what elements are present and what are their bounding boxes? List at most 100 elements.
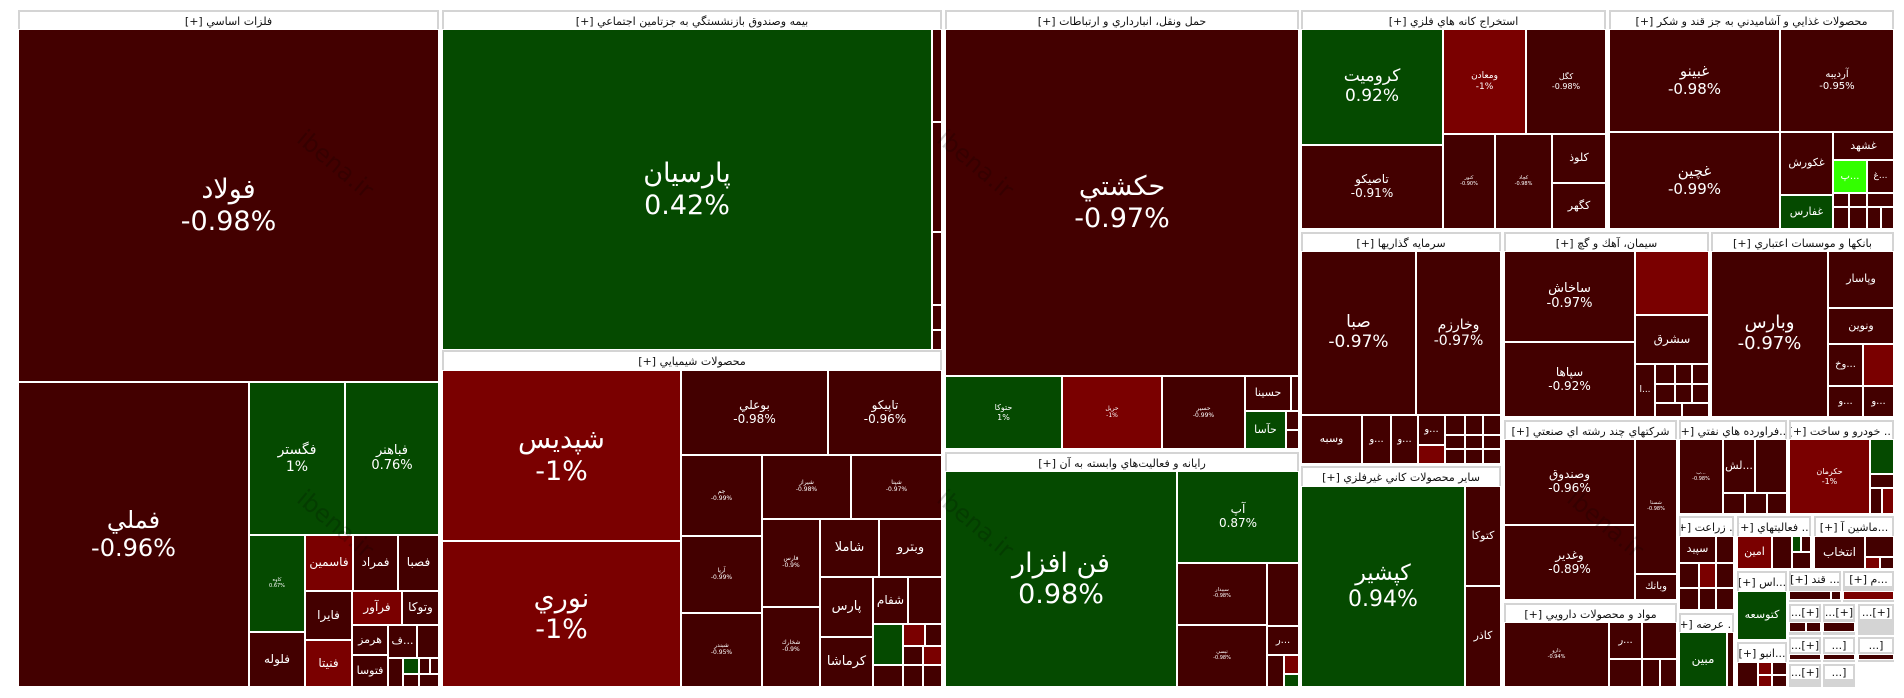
stock-tile-small[interactable] (1609, 659, 1642, 687)
stock-tile-small[interactable] (1465, 435, 1483, 449)
sector-title[interactable]: [... (1825, 639, 1853, 652)
stock-tile[interactable]: مبين (1679, 632, 1727, 687)
stock-tile[interactable]: حكشتي -0.97% (945, 29, 1299, 376)
stock-tile-small[interactable] (1843, 591, 1894, 600)
sector-title[interactable]: [+]... (1791, 666, 1819, 679)
stock-tile[interactable]: ...وخ (1828, 344, 1863, 386)
stock-tile[interactable]: سپيدار -0.98% (1177, 563, 1267, 625)
sector-title[interactable]: بيمه وصندوق بازنشستگي به جزتامين اجتماعي… (444, 12, 940, 30)
stock-tile-small[interactable] (1745, 493, 1767, 514)
stock-tile-small[interactable] (1789, 654, 1821, 660)
stock-tile-small[interactable] (932, 305, 942, 330)
stock-tile[interactable]: ساخاش -0.97% (1504, 251, 1635, 342)
stock-tile[interactable]: ومعادن -1% (1443, 29, 1526, 134)
stock-tile-small[interactable] (1465, 415, 1483, 435)
stock-tile-small[interactable] (1642, 622, 1677, 659)
stock-tile[interactable]: كپشير 0.94% (1301, 486, 1465, 687)
stock-tile[interactable]: فايرا (305, 591, 352, 640)
stock-tile-small[interactable] (1870, 488, 1882, 514)
stock-tile-small[interactable] (1483, 415, 1501, 435)
stock-tile[interactable]: آرديبه -0.95% (1780, 29, 1894, 132)
stock-tile-small[interactable] (1445, 415, 1465, 435)
stock-tile-small[interactable] (1849, 193, 1867, 207)
stock-tile-small[interactable] (1789, 591, 1831, 600)
stock-tile-small[interactable] (1737, 662, 1758, 687)
stock-tile-small[interactable] (403, 658, 419, 674)
stock-tile-small[interactable] (1483, 435, 1501, 449)
stock-tile-small[interactable] (1772, 662, 1787, 675)
stock-tile-small[interactable] (1267, 563, 1299, 626)
stock-tile-small[interactable] (1867, 193, 1894, 207)
sector-title[interactable]: [+]... (1791, 606, 1819, 619)
sector-title[interactable]: ساير محصولات كاني غيرفلزي [+] (1303, 468, 1499, 486)
sector-title[interactable]: ...اس [+] (1739, 573, 1785, 591)
stock-tile[interactable]: كرماشا (820, 637, 873, 687)
stock-tile-small[interactable] (1716, 536, 1734, 563)
stock-tile[interactable]: سپيد (1679, 536, 1716, 563)
stock-tile-small[interactable] (923, 665, 942, 687)
stock-tile[interactable]: كروميت 0.92% (1301, 29, 1443, 145)
stock-tile-small[interactable] (1675, 364, 1692, 384)
stock-tile[interactable]: ...ر (1267, 626, 1299, 655)
stock-tile-small[interactable] (1801, 536, 1811, 552)
stock-tile-small[interactable] (923, 646, 942, 665)
stock-tile-small[interactable] (1823, 654, 1855, 660)
sector-title[interactable]: رايانه و فعاليت‌هاي وابسته به آن [+] (947, 454, 1297, 472)
stock-tile-small[interactable] (1286, 411, 1299, 430)
stock-tile[interactable]: تپسي -0.98% (1177, 625, 1267, 687)
stock-tile-small[interactable] (1267, 655, 1284, 687)
stock-tile-small[interactable] (1699, 588, 1716, 610)
stock-tile-small[interactable] (1863, 344, 1894, 386)
sector-title[interactable]: [+]... (1791, 639, 1819, 652)
stock-tile-small[interactable] (1758, 662, 1772, 675)
sector-title[interactable]: [... (1825, 666, 1853, 679)
stock-tile[interactable]: فمراد (353, 535, 398, 591)
sector-title[interactable]: محصولات شيميايي [+] (444, 352, 940, 370)
stock-tile[interactable]: وپاسار (1828, 251, 1894, 308)
stock-tile[interactable]: غبينو -0.98% (1609, 29, 1780, 132)
stock-tile-small[interactable] (1655, 403, 1682, 417)
stock-tile[interactable]: حسير -0.99% (1162, 376, 1245, 449)
stock-tile-small[interactable] (1833, 193, 1849, 207)
stock-tile[interactable]: كلوذ (1552, 134, 1606, 183)
stock-tile[interactable]: امين (1737, 536, 1772, 569)
stock-tile-small[interactable] (1286, 430, 1299, 449)
stock-tile-small[interactable] (1865, 557, 1880, 569)
stock-tile[interactable]: ...غ (1867, 160, 1894, 193)
sector-title[interactable]: ... عرضه [+] (1681, 615, 1732, 633)
stock-tile[interactable]: شپديس -1% (442, 370, 681, 541)
sector-title[interactable]: شركتهاي چند رشته اي صنعتي [+] (1506, 422, 1675, 440)
stock-tile[interactable]: جم -0.99% (681, 455, 762, 536)
stock-tile[interactable]: حتوكا 1% (945, 376, 1062, 449)
stock-tile[interactable]: فلوله (249, 632, 305, 687)
stock-tile[interactable]: آپ 0.87% (1177, 471, 1299, 563)
sector-title[interactable]: محصولات غذايي و آشاميدني به جز قند و شكر… (1611, 12, 1892, 30)
sector-title[interactable]: [+]... (1825, 606, 1853, 619)
stock-tile-small[interactable] (419, 674, 439, 687)
stock-tile-small[interactable] (1881, 207, 1894, 229)
stock-tile-small[interactable] (1675, 384, 1692, 403)
stock-tile-small[interactable] (1831, 591, 1841, 600)
stock-tile-small[interactable] (1882, 488, 1894, 514)
stock-tile[interactable]: انتخاب (1814, 536, 1865, 569)
stock-tile[interactable]: ...پ (1833, 160, 1867, 193)
stock-tile[interactable]: فملي -0.96% (18, 382, 249, 687)
stock-tile-small[interactable] (1692, 384, 1709, 403)
stock-tile[interactable]: شپنا -0.97% (851, 455, 942, 519)
stock-tile[interactable]: ...ب -0.98% (1679, 439, 1723, 514)
stock-tile[interactable]: كچاد -0.98% (1495, 134, 1552, 229)
stock-tile-small[interactable] (1792, 536, 1801, 552)
stock-tile-small[interactable] (1483, 449, 1501, 464)
stock-tile[interactable]: پارس (820, 577, 873, 637)
stock-tile-small[interactable] (1716, 563, 1734, 588)
stock-tile[interactable]: آريا -0.99% (681, 536, 762, 613)
sector-title[interactable]: استخراج كانه هاي فلزي [+] (1303, 12, 1604, 30)
stock-tile-small[interactable] (873, 665, 903, 687)
stock-tile[interactable]: فاسمين (305, 535, 353, 591)
stock-tile[interactable]: شفام (873, 577, 908, 624)
sector-title[interactable]: ...م [+] (1845, 573, 1892, 586)
stock-tile-small[interactable] (1655, 384, 1675, 403)
sector-title[interactable]: [... (1860, 639, 1892, 652)
stock-tile-small[interactable] (403, 674, 419, 687)
stock-tile[interactable]: ...و (1391, 415, 1418, 464)
